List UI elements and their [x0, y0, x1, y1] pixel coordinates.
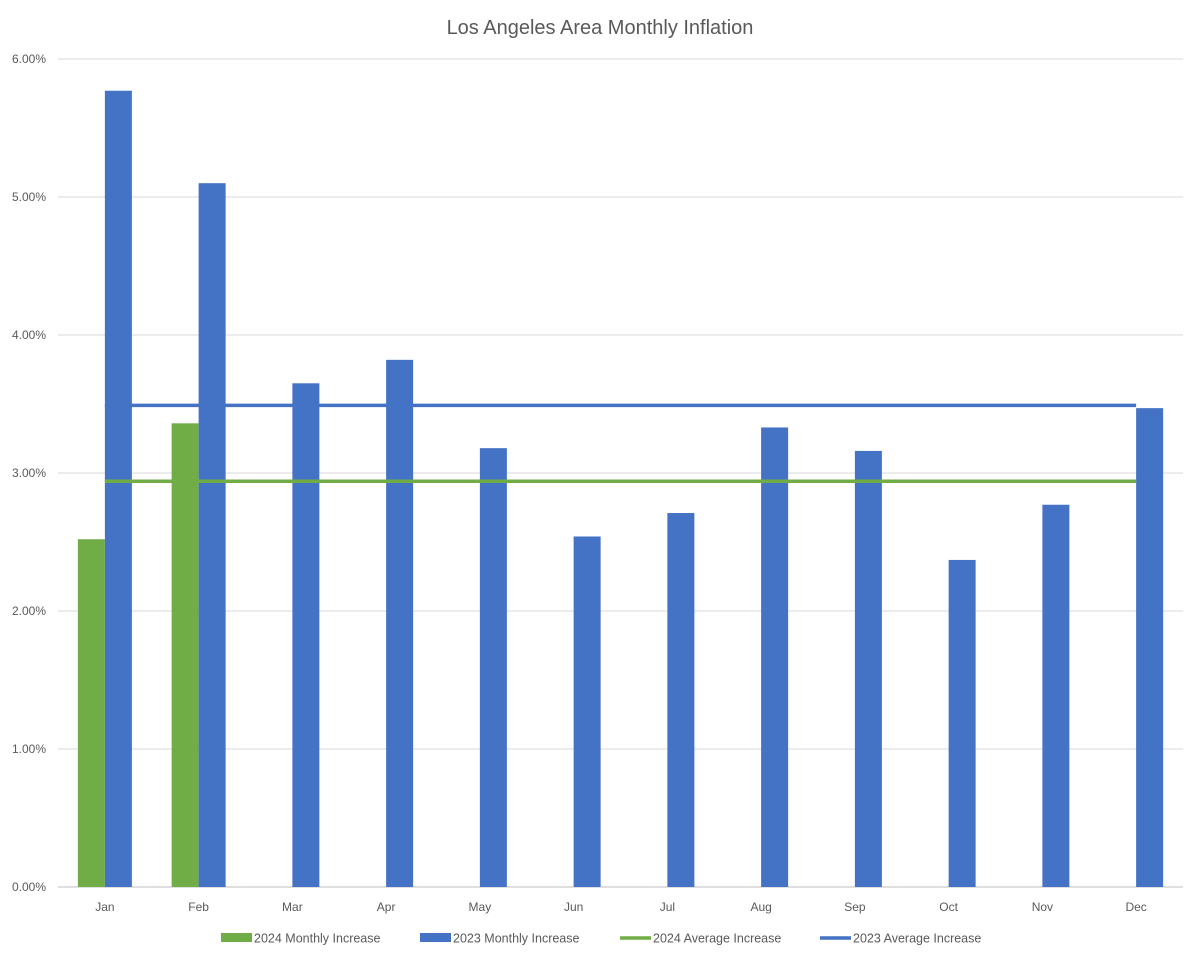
bar-2024	[171, 423, 199, 887]
legend-label: 2023 Monthly Increase	[453, 932, 580, 946]
bar-2023	[761, 427, 789, 887]
y-tick-label: 0.00%	[12, 880, 46, 894]
bar-2024	[77, 539, 105, 887]
legend-label: 2023 Average Increase	[853, 932, 981, 946]
legend: 2024 Monthly Increase 2023 Monthly Increa…	[221, 932, 981, 946]
legend-label: 2024 Average Increase	[653, 932, 781, 946]
gridlines	[58, 58, 1183, 888]
y-tick-label: 5.00%	[12, 190, 46, 204]
bar-2023	[292, 383, 320, 887]
x-tick-label: Jun	[564, 900, 583, 914]
bar-2023	[479, 448, 507, 887]
y-axis-ticks: 0.00% 1.00% 2.00% 3.00% 4.00% 5.00% 6.00%	[12, 52, 46, 894]
bar-2023	[1136, 408, 1164, 887]
bars	[77, 90, 1164, 888]
x-tick-label: Feb	[188, 900, 209, 914]
y-tick-label: 1.00%	[12, 742, 46, 756]
bar-2023	[386, 359, 414, 888]
average-lines	[104, 403, 1137, 484]
x-tick-label: Aug	[750, 900, 771, 914]
x-tick-label: Jul	[660, 900, 675, 914]
x-tick-label: May	[469, 900, 492, 914]
bar-2023	[104, 90, 132, 888]
y-tick-label: 2.00%	[12, 604, 46, 618]
y-tick-label: 4.00%	[12, 328, 46, 342]
bar-2023	[854, 450, 882, 887]
legend-label: 2024 Monthly Increase	[254, 932, 381, 946]
chart-title: Los Angeles Area Monthly Inflation	[447, 17, 754, 39]
y-tick-label: 6.00%	[12, 52, 46, 66]
legend-swatch	[221, 933, 252, 942]
x-tick-label: Oct	[939, 900, 958, 914]
bar-2023	[667, 513, 695, 887]
y-tick-label: 3.00%	[12, 466, 46, 480]
bar-2023	[198, 183, 226, 887]
bar-2023	[573, 536, 601, 887]
x-tick-label: Apr	[377, 900, 396, 914]
x-tick-label: Mar	[282, 900, 303, 914]
bar-2023	[948, 559, 976, 887]
x-tick-label: Jan	[95, 900, 114, 914]
bar-2023	[1042, 504, 1070, 887]
x-axis-ticks: Jan Feb Mar Apr May Jun Jul Aug Sep Oct Nov Dec	[95, 900, 1147, 914]
x-tick-label: Nov	[1032, 900, 1053, 914]
legend-swatch	[420, 933, 451, 942]
x-tick-label: Sep	[844, 900, 866, 914]
x-tick-label: Dec	[1125, 900, 1146, 914]
